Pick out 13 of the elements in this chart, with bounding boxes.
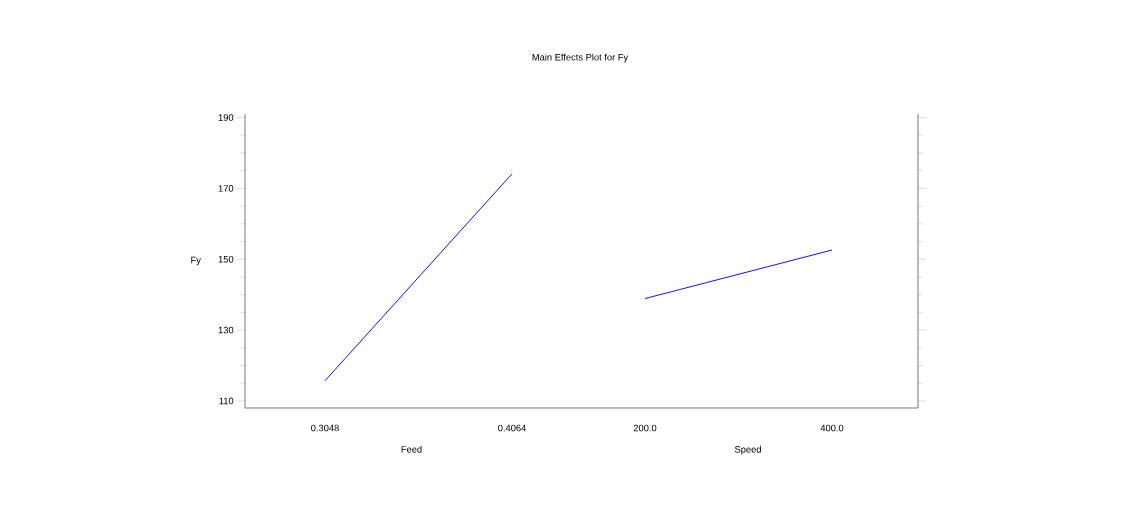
chart-title: Main Effects Plot for Fy (532, 53, 629, 63)
x-tick-label: 0.4064 (498, 424, 526, 432)
x-axis-title: Feed (401, 445, 422, 453)
y-tick-label: 110 (219, 397, 234, 405)
x-tick-label: 200.0 (633, 424, 657, 432)
x-tick-label: 0.3048 (311, 424, 339, 432)
y-axis-title: Fy (191, 256, 201, 266)
y-tick-label: 190 (218, 114, 234, 121)
y-tick-label: 130 (218, 326, 234, 334)
x-axis-title: Speed (734, 445, 761, 455)
x-tick-label: 400.0 (820, 424, 844, 432)
y-tick-label: 150 (218, 255, 234, 263)
y-tick-label: 170 (218, 185, 234, 192)
